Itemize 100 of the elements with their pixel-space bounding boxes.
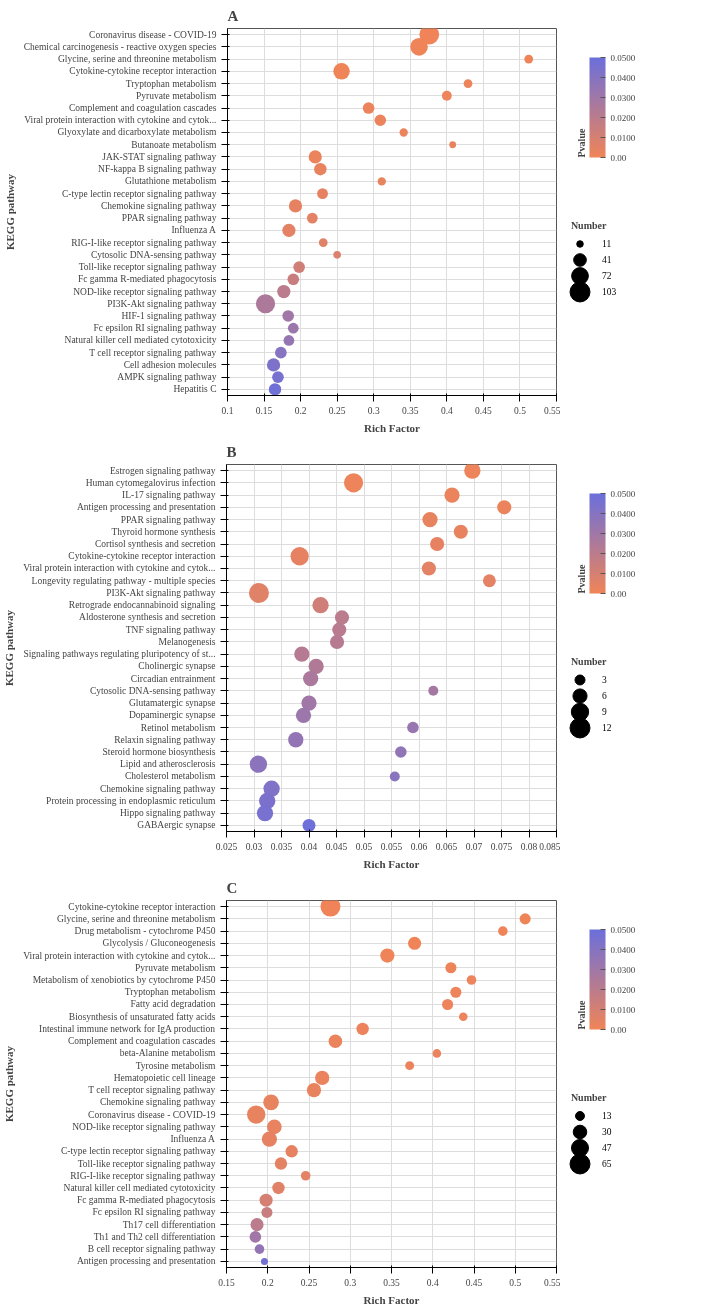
x-tick-label: 0.25: [300, 1277, 318, 1288]
color-bar-label: 0.00: [610, 152, 627, 163]
y-tick-label: Fc epsilon RI signaling pathway: [93, 323, 217, 334]
color-bar-title: Pvalue: [575, 564, 587, 594]
y-tick-label: Influenza A: [171, 225, 217, 236]
y-tick-label: beta-Alanine metabolism: [119, 1048, 217, 1059]
y-tick-label: PPAR signaling pathway: [121, 213, 217, 224]
y-tick-label: Longevity regulating pathway - multiple species: [31, 575, 216, 586]
legend-title: Number: [570, 1091, 608, 1103]
chart-title: A: [227, 7, 239, 24]
y-tick-label: B cell receptor signaling pathway: [87, 1244, 216, 1255]
x-tick-label: 0.15: [218, 1277, 236, 1288]
y-tick-label: Fc gamma R-mediated phagocytosis: [77, 274, 217, 285]
color-bar-label: 0.00: [610, 1024, 627, 1035]
y-tick-label: Glutathione metabolism: [124, 176, 218, 187]
color-bar-label: 0.0200: [610, 548, 636, 559]
x-tick-label: 0.025: [215, 841, 238, 852]
y-tick-label: Glycolysis / Gluconeogenesis: [102, 938, 216, 949]
color-bar-label: 0.0400: [610, 72, 636, 83]
x-axis-title: Rich Factor: [363, 1293, 420, 1306]
x-tick-label: 0.055: [380, 841, 403, 852]
x-tick-label: 0.55: [543, 1277, 561, 1288]
y-tick-label: Influenza A: [170, 1134, 216, 1145]
y-tick-label: Toll-like receptor signaling pathway: [78, 262, 217, 273]
y-tick-label: Complement and coagulation cascades: [69, 103, 217, 114]
y-tick-label: Glycine, serine and threonine metabolism: [56, 913, 217, 924]
y-tick-label: Complement and coagulation cascades: [68, 1036, 216, 1047]
y-tick-label: Antigen processing and presentation: [76, 502, 216, 513]
legend-title: Number: [570, 219, 608, 231]
y-tick-label: Viral protein interaction with cytokine and cytok...: [24, 115, 217, 126]
x-tick-label: 0.5: [509, 1277, 522, 1288]
y-tick-label: PI3K-Akt signaling pathway: [106, 587, 216, 598]
y-tick-label: Natural killer cell mediated cytotoxicity: [64, 335, 217, 346]
x-tick-label: 0.04: [300, 841, 318, 852]
legend-label: 13: [602, 1111, 612, 1122]
color-bar-label: 0.0300: [610, 92, 636, 103]
color-bar-title: Pvalue: [575, 1000, 587, 1030]
y-tick-label: RIG-I-like receptor signaling pathway: [70, 1170, 216, 1181]
y-tick-label: Tryptophan metabolism: [125, 78, 218, 89]
y-tick-label: PPAR signaling pathway: [120, 514, 216, 525]
y-tick-label: Pyruvate metabolism: [136, 90, 218, 101]
color-bar-label: 0.0100: [610, 1004, 636, 1015]
x-tick-label: 0.08: [520, 841, 538, 852]
x-tick-label: 0.25: [328, 405, 346, 416]
y-tick-label: Metabolism of xenobiotics by cytochrome P450: [32, 975, 216, 986]
y-tick-label: Estrogen signaling pathway: [109, 465, 216, 476]
x-tick-label: 0.35: [383, 1277, 401, 1288]
y-tick-label: NOD-like receptor signaling pathway: [73, 286, 217, 297]
x-tick-label: 0.4: [426, 1277, 439, 1288]
y-tick-label: Th17 cell differentiation: [122, 1219, 216, 1230]
y-tick-label: Steroid hormone biosynthesis: [102, 746, 216, 757]
y-tick-label: Signaling pathways regulating pluripotency of st...: [23, 649, 216, 660]
x-tick-label: 0.03: [245, 841, 263, 852]
y-tick-label: TNF signaling pathway: [125, 624, 216, 635]
legend-title: Number: [570, 655, 608, 667]
y-tick-label: Natural killer cell mediated cytotoxicity: [63, 1182, 216, 1193]
y-tick-label: Coronavirus disease - COVID-19: [89, 29, 217, 40]
y-tick-label: Hippo signaling pathway: [119, 808, 216, 819]
y-tick-label: T cell receptor signaling pathway: [88, 1085, 216, 1096]
color-bar-title: Pvalue: [575, 128, 587, 158]
color-bar-label: 0.0500: [610, 488, 636, 499]
legend-label: 11: [602, 239, 612, 250]
chart-title: C: [226, 879, 238, 896]
y-tick-label: PI3K-Akt signaling pathway: [107, 298, 217, 309]
legend-label: 6: [602, 691, 608, 702]
y-tick-label: Viral protein interaction with cytokine and cytok...: [23, 563, 216, 574]
y-tick-label: Biosynthesis of unsaturated fatty acids: [68, 1011, 216, 1022]
y-tick-label: Dopaminergic synapse: [128, 710, 216, 721]
legend-label: 72: [602, 271, 612, 282]
y-tick-label: AMPK signaling pathway: [117, 372, 217, 383]
x-axis-title: Rich Factor: [364, 421, 421, 434]
y-tick-label: HIF-1 signaling pathway: [121, 310, 217, 321]
y-tick-label: Pyruvate metabolism: [135, 962, 217, 973]
y-tick-label: Cytokine-cytokine receptor interaction: [69, 66, 217, 77]
y-tick-label: Toll-like receptor signaling pathway: [77, 1158, 216, 1169]
y-tick-label: Circadian entrainment: [130, 673, 216, 684]
y-tick-label: Chemical carcinogenesis - reactive oxygen species: [23, 41, 217, 52]
y-axis-title: KEGG pathway: [3, 609, 16, 687]
y-tick-label: Aldosterone synthesis and secretion: [79, 612, 216, 623]
y-tick-label: Hematopoietic cell lineage: [113, 1072, 216, 1083]
y-tick-label: Cytosolic DNA-sensing pathway: [89, 685, 216, 696]
color-bar-label: 0.0100: [610, 568, 636, 579]
y-tick-label: JAK-STAT signaling pathway: [102, 151, 217, 162]
x-tick-label: 0.45: [465, 1277, 483, 1288]
x-tick-label: 0.15: [255, 405, 273, 416]
x-tick-label: 0.4: [440, 405, 454, 416]
x-tick-label: 0.2: [294, 405, 307, 416]
y-tick-label: Chemokine signaling pathway: [99, 1097, 216, 1108]
y-tick-label: Tyrosine metabolism: [135, 1060, 217, 1071]
color-bar-label: 0.0200: [610, 984, 636, 995]
legend-label: 30: [602, 1127, 612, 1138]
x-tick-label: 0.075: [490, 841, 513, 852]
y-tick-label: Fc gamma R-mediated phagocytosis: [76, 1195, 216, 1206]
x-tick-label: 0.55: [543, 405, 561, 416]
y-tick-label: RIG-I-like receptor signaling pathway: [71, 237, 217, 248]
y-tick-label: Chemokine signaling pathway: [100, 200, 217, 211]
y-tick-label: Lipid and atherosclerosis: [120, 759, 216, 770]
y-tick-label: Chemokine signaling pathway: [99, 783, 216, 794]
y-tick-label: Antigen processing and presentation: [76, 1256, 216, 1267]
color-bar-label: 0.00: [610, 588, 627, 599]
